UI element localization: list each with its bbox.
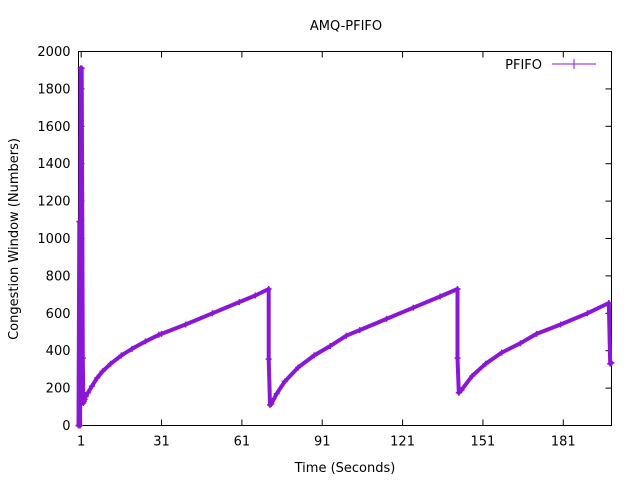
data-point	[209, 310, 216, 317]
y-tick-label: 1400	[37, 157, 70, 172]
data-point	[454, 355, 461, 362]
data-point	[281, 378, 288, 385]
y-tick-label: 2000	[37, 45, 70, 60]
data-point	[533, 330, 540, 337]
data-point	[142, 338, 149, 345]
data-point	[81, 396, 88, 403]
data-point	[517, 340, 524, 347]
data-point	[158, 330, 165, 337]
data-point	[458, 386, 465, 393]
x-tick-label: 181	[551, 435, 576, 450]
x-tick-label: 61	[234, 435, 251, 450]
y-tick-label: 200	[46, 382, 71, 397]
data-point	[78, 65, 85, 72]
y-tick-label: 1600	[37, 120, 70, 135]
legend-label-pfifo: PFIFO	[505, 58, 542, 73]
data-point	[273, 390, 280, 397]
data-point	[383, 315, 390, 322]
y-tick-label: 0	[62, 419, 70, 434]
data-point	[608, 359, 615, 366]
data-point	[311, 352, 318, 359]
y-axis-label: Congestion Window (Numbers)	[7, 138, 22, 340]
data-point	[410, 304, 417, 311]
data-point	[236, 299, 243, 306]
y-tick-label: 1000	[37, 232, 70, 247]
chart-title: AMQ-PFIFO	[310, 19, 382, 34]
x-tick-label: 91	[314, 435, 331, 450]
y-tick-label: 400	[46, 344, 71, 359]
data-point	[265, 356, 272, 363]
legend: PFIFO	[505, 58, 596, 73]
x-tick-label: 31	[153, 435, 170, 450]
data-point	[77, 422, 84, 429]
data-point	[584, 310, 591, 317]
data-point	[557, 321, 564, 328]
data-point	[79, 355, 86, 362]
data-point	[295, 364, 302, 371]
data-point	[469, 372, 476, 379]
data-point	[129, 345, 136, 352]
data-point	[482, 360, 489, 367]
x-axis-label: Time (Seconds)	[294, 461, 396, 476]
data-point	[454, 285, 461, 292]
data-point	[265, 285, 272, 292]
data-point	[94, 374, 101, 381]
data-point	[84, 389, 91, 396]
x-tick-label: 121	[390, 435, 415, 450]
y-tick-label: 1200	[37, 195, 70, 210]
data-point	[82, 393, 89, 400]
data-point	[107, 360, 114, 367]
y-tick-label: 600	[46, 307, 71, 322]
data-point	[252, 292, 259, 299]
data-point	[327, 343, 334, 350]
data-point	[78, 216, 85, 223]
y-tick-label: 1800	[37, 82, 70, 97]
data-point	[437, 293, 444, 300]
data-point	[605, 300, 612, 307]
data-point	[498, 349, 505, 356]
data-point	[343, 332, 350, 339]
series-layer	[75, 65, 615, 429]
data-point	[268, 400, 275, 407]
data-point	[99, 368, 106, 375]
data-point	[88, 383, 95, 390]
y-tick-label: 800	[46, 269, 71, 284]
x-tick-label: 151	[471, 435, 496, 450]
x-axis-ticks: 1 31 61 91 121 151 181	[77, 51, 576, 450]
data-point	[118, 352, 125, 359]
data-point	[356, 327, 363, 334]
x-tick-label: 1	[77, 435, 85, 450]
data-point	[182, 321, 189, 328]
